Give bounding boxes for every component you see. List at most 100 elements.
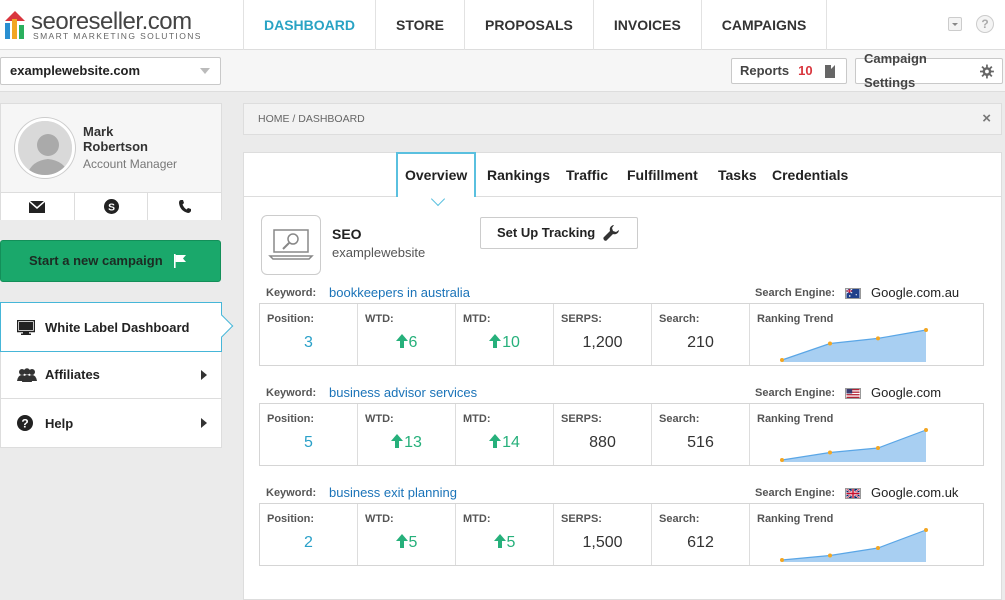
sidebar-item-white-label-dashboard[interactable]: White Label Dashboard bbox=[0, 302, 234, 352]
trend-area bbox=[782, 430, 926, 462]
nav-store[interactable]: STORE bbox=[376, 0, 465, 50]
users-icon bbox=[17, 367, 37, 382]
stat-search: Search: 612 bbox=[652, 504, 750, 565]
search-engine-value: Google.com.au bbox=[871, 285, 960, 300]
website-select[interactable]: examplewebsite.com bbox=[0, 57, 221, 85]
email-button[interactable] bbox=[1, 193, 75, 220]
breadcrumb-text: HOME / DASHBOARD bbox=[258, 113, 365, 125]
nav-proposals[interactable]: PROPOSALS bbox=[465, 0, 594, 50]
start-new-campaign-label: Start a new campaign bbox=[29, 253, 163, 268]
svg-text:S: S bbox=[108, 202, 115, 213]
keyword-stats: Position: 5 WTD: 13 MTD: 14 SERPS: 880 Searc… bbox=[259, 403, 984, 466]
trend-area bbox=[782, 530, 926, 562]
trend-line bbox=[781, 429, 927, 461]
sidebar-item-affiliates[interactable]: Affiliates bbox=[1, 351, 221, 399]
stat-serps: SERPS: 1,500 bbox=[554, 504, 652, 565]
phone-button[interactable] bbox=[148, 193, 222, 220]
set-up-tracking-button[interactable]: Set Up Tracking bbox=[480, 217, 638, 249]
tab-fulfillment[interactable]: Fulfillment bbox=[627, 167, 698, 183]
campaign-settings-button[interactable]: Campaign Settings bbox=[855, 51, 1003, 90]
seo-icon bbox=[261, 215, 321, 275]
nav-campaigns[interactable]: CAMPAIGNS bbox=[702, 0, 828, 50]
nav-dashboard[interactable]: DASHBOARD bbox=[243, 0, 376, 50]
logo-bars-icon bbox=[5, 11, 25, 39]
nav-invoices[interactable]: INVOICES bbox=[594, 0, 702, 50]
arrow-up-icon bbox=[395, 334, 408, 348]
sidebar-item-help[interactable]: ? Help bbox=[1, 399, 221, 447]
usa-flag-icon bbox=[845, 388, 861, 399]
serps-value: 1,500 bbox=[582, 534, 623, 551]
phone-icon bbox=[178, 200, 191, 213]
trend-line bbox=[781, 329, 927, 361]
stat-position: Position: 2 bbox=[260, 504, 358, 565]
profile-first-name: Mark bbox=[83, 124, 114, 139]
account-dropdown-button[interactable] bbox=[948, 17, 962, 31]
laptop-search-icon bbox=[268, 229, 314, 260]
close-icon[interactable]: × bbox=[982, 110, 991, 127]
keyword-link[interactable]: bookkeepers in australia bbox=[329, 285, 470, 300]
trend-point bbox=[780, 558, 784, 562]
mtd-value: 14 bbox=[502, 434, 520, 451]
stat-wtd: WTD: 13 bbox=[358, 404, 456, 465]
profile-last-name: Robertson bbox=[83, 139, 148, 154]
arrow-up-icon bbox=[395, 534, 408, 548]
sidebar-item-label: White Label Dashboard bbox=[45, 319, 190, 335]
arrow-up-icon bbox=[489, 334, 502, 348]
campaign-tabs: Overview Rankings Traffic Fulfillment Ta… bbox=[244, 152, 1001, 207]
skype-button[interactable]: S bbox=[74, 193, 149, 220]
search-engine-value: Google.com bbox=[871, 385, 942, 400]
keyword-label: Keyword: bbox=[266, 287, 317, 299]
mtd-value: 10 bbox=[502, 334, 520, 351]
reports-button[interactable]: Reports 10 bbox=[731, 58, 847, 84]
wtd-value: 13 bbox=[404, 434, 422, 451]
brand-tagline: SMART MARKETING SOLUTIONS bbox=[33, 31, 202, 41]
keyword-link[interactable]: business advisor services bbox=[329, 385, 478, 400]
tab-rankings[interactable]: Rankings bbox=[487, 167, 551, 183]
trend-point bbox=[828, 341, 832, 346]
keyword-link[interactable]: business exit planning bbox=[329, 485, 457, 500]
keyword-stats: Position: 3 WTD: 6 MTD: 10 SERPS: 1,200 Sear… bbox=[259, 303, 984, 366]
contact-actions: S bbox=[1, 192, 222, 220]
stat-search: Search: 516 bbox=[652, 404, 750, 465]
arrow-up-icon bbox=[489, 434, 502, 448]
ranking-trend-sparkline bbox=[780, 528, 928, 562]
main-nav: DASHBOARD STORE PROPOSALS INVOICES CAMPA… bbox=[243, 0, 828, 50]
arrow-up-icon bbox=[493, 534, 506, 548]
trend-line bbox=[781, 529, 927, 561]
tab-credentials[interactable]: Credentials bbox=[772, 167, 849, 183]
stat-wtd: WTD: 6 bbox=[358, 304, 456, 365]
trend-point bbox=[876, 446, 880, 450]
stat-search: Search: 210 bbox=[652, 304, 750, 365]
keyword-card-header: Keyword: bookkeepers in australia Search… bbox=[259, 285, 984, 305]
keyword-card: Keyword: business advisor services Searc… bbox=[259, 385, 984, 467]
keyword-card: Keyword: business exit planning Search E… bbox=[259, 485, 984, 567]
search-value: 612 bbox=[687, 534, 714, 551]
tab-tasks[interactable]: Tasks bbox=[718, 167, 757, 183]
help-icon[interactable]: ? bbox=[976, 15, 994, 33]
search-engine-label: Search Engine: bbox=[755, 287, 836, 299]
sidebar-menu: White Label Dashboard Affiliates ? Help bbox=[0, 302, 234, 448]
position-value: 5 bbox=[304, 434, 313, 451]
ranking-trend: Ranking Trend bbox=[750, 304, 983, 365]
envelope-icon bbox=[29, 200, 46, 213]
flag-icon bbox=[174, 254, 186, 268]
trend-point bbox=[924, 528, 928, 532]
document-icon bbox=[824, 64, 835, 78]
trend-point bbox=[780, 458, 784, 462]
user-silhouette-icon bbox=[18, 121, 72, 175]
search-value: 516 bbox=[687, 434, 714, 451]
tab-overview[interactable]: Overview bbox=[396, 152, 477, 197]
wrench-icon bbox=[603, 225, 619, 241]
active-pointer bbox=[210, 314, 234, 338]
trend-point bbox=[828, 450, 832, 455]
ranking-trend-sparkline bbox=[780, 328, 928, 362]
monitor-icon bbox=[17, 319, 35, 335]
search-engine-label: Search Engine: bbox=[755, 387, 836, 399]
start-new-campaign-button[interactable]: Start a new campaign bbox=[0, 240, 221, 282]
ranking-trend-sparkline bbox=[780, 428, 928, 462]
tab-traffic[interactable]: Traffic bbox=[566, 167, 609, 183]
uk-flag-icon bbox=[845, 488, 861, 499]
breadcrumb: HOME / DASHBOARD × bbox=[243, 103, 1002, 135]
brand-logo[interactable]: seoreseller.com SMART MARKETING SOLUTION… bbox=[3, 7, 203, 43]
australia-flag-icon bbox=[845, 288, 861, 299]
